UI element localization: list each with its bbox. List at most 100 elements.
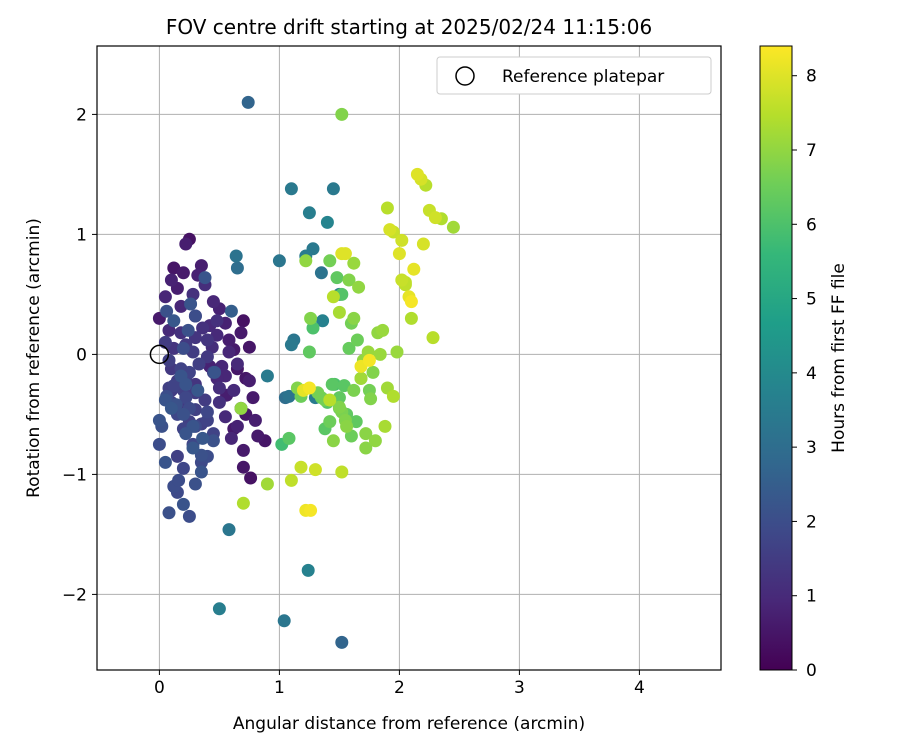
scatter-point bbox=[200, 333, 214, 347]
scatter-point bbox=[244, 471, 258, 485]
scatter-point bbox=[162, 506, 176, 520]
scatter-point bbox=[206, 434, 220, 448]
scatter-point bbox=[162, 323, 176, 337]
scatter-point bbox=[218, 410, 232, 424]
y-tick-label: 2 bbox=[76, 105, 87, 125]
x-tick-label: 3 bbox=[514, 678, 525, 698]
scatter-point bbox=[176, 266, 190, 280]
x-tick-label: 1 bbox=[274, 678, 285, 698]
scatter-point bbox=[304, 503, 318, 517]
scatter-point bbox=[242, 374, 256, 388]
scatter-point bbox=[284, 473, 298, 487]
scatter-point bbox=[230, 261, 244, 275]
colorbar-tick-label: 2 bbox=[806, 512, 817, 532]
scatter-point bbox=[167, 379, 181, 393]
scatter-point bbox=[392, 247, 406, 261]
scatter-point bbox=[236, 496, 250, 510]
scatter-point bbox=[337, 379, 351, 393]
scatter-point bbox=[446, 220, 460, 234]
scatter-point bbox=[236, 460, 250, 474]
scatter-point bbox=[294, 460, 308, 474]
scatter-point bbox=[230, 357, 244, 371]
scatter-point bbox=[316, 314, 330, 328]
scatter-point bbox=[330, 271, 344, 285]
scatter-point bbox=[378, 419, 392, 433]
scatter-point bbox=[181, 323, 195, 337]
scatter-point bbox=[362, 353, 376, 367]
scatter-point bbox=[332, 305, 346, 319]
colorbar-tick-label: 0 bbox=[806, 661, 817, 681]
scatter-point bbox=[326, 434, 340, 448]
scatter-point bbox=[167, 314, 181, 328]
scatter-point bbox=[304, 311, 318, 325]
scatter-point bbox=[347, 383, 361, 397]
scatter-point bbox=[230, 419, 244, 433]
scatter-point bbox=[196, 321, 210, 335]
scatter-point bbox=[212, 395, 226, 409]
scatter-point bbox=[344, 429, 358, 443]
colorbar-tick-label: 6 bbox=[806, 215, 817, 235]
scatter-point bbox=[277, 614, 291, 628]
scatter-point bbox=[188, 477, 202, 491]
scatter-point bbox=[386, 389, 400, 403]
scatter-point bbox=[335, 635, 349, 649]
scatter-point bbox=[359, 427, 373, 441]
scatter-point bbox=[390, 345, 404, 359]
scatter-point bbox=[260, 477, 274, 491]
scatter-point bbox=[179, 391, 193, 405]
scatter-point bbox=[323, 393, 337, 407]
scatter-point bbox=[164, 401, 178, 415]
scatter-point bbox=[326, 182, 340, 196]
scatter-point bbox=[210, 314, 224, 328]
scatter-point bbox=[242, 340, 256, 354]
scatter-point bbox=[376, 323, 390, 337]
y-tick-label: 1 bbox=[76, 225, 87, 245]
legend: Reference platepar bbox=[436, 56, 712, 95]
scatter-point bbox=[404, 311, 418, 325]
scatter-point bbox=[176, 497, 190, 511]
y-tick-label: −2 bbox=[62, 585, 87, 605]
scatter-point bbox=[174, 369, 188, 383]
scatter-point bbox=[191, 383, 205, 397]
scatter-point bbox=[302, 345, 316, 359]
legend-box bbox=[436, 56, 712, 95]
scatter-point bbox=[241, 95, 255, 109]
scatter-point bbox=[272, 254, 286, 268]
scatter-point bbox=[364, 392, 378, 406]
plot-frame bbox=[96, 45, 722, 671]
scatter-point bbox=[188, 309, 202, 323]
scatter-point bbox=[340, 419, 354, 433]
scatter-point bbox=[210, 328, 224, 342]
scatter-point bbox=[172, 473, 186, 487]
scatter-point bbox=[200, 405, 214, 419]
scatter-point bbox=[246, 391, 260, 405]
scatter-point bbox=[323, 254, 337, 268]
scatter-point bbox=[284, 338, 298, 352]
scatter-point bbox=[208, 365, 222, 379]
scatter-point bbox=[282, 431, 296, 445]
scatter-point bbox=[349, 415, 363, 429]
scatter-point bbox=[152, 437, 166, 451]
scatter-point bbox=[354, 371, 368, 385]
scatter-point bbox=[192, 357, 206, 371]
scatter-point bbox=[428, 211, 442, 225]
scatter-point bbox=[282, 389, 296, 403]
scatter-point bbox=[335, 465, 349, 479]
scatter-point bbox=[366, 365, 380, 379]
scatter-point bbox=[407, 262, 421, 276]
scatter-point bbox=[194, 465, 208, 479]
scatter-point bbox=[158, 455, 172, 469]
x-tick-label: 2 bbox=[394, 678, 405, 698]
scatter-point bbox=[326, 290, 340, 304]
scatter-point bbox=[395, 273, 409, 287]
colorbar-ticks: 0 1 2 3 4 5 6 7 8 bbox=[792, 67, 817, 681]
legend-marker-open-circle bbox=[455, 66, 475, 86]
scatter-point bbox=[352, 280, 366, 294]
scatter-point bbox=[224, 304, 238, 318]
legend-label: Reference platepar bbox=[502, 67, 664, 87]
scatter-point bbox=[410, 167, 424, 181]
y-axis-label: Rotation from reference (arcmin) bbox=[24, 218, 44, 498]
scatter-point bbox=[158, 290, 172, 304]
scatter-point bbox=[426, 331, 440, 345]
